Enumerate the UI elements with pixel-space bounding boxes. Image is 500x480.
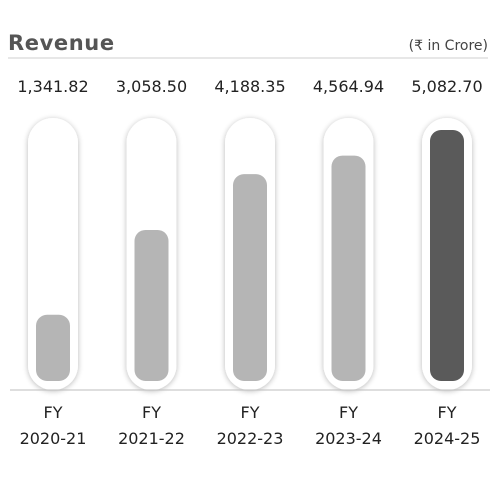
value-label: 5,082.70 xyxy=(411,77,482,96)
category-label: 2023-24 xyxy=(315,429,382,448)
category-label: 2022-23 xyxy=(217,429,284,448)
value-label: 1,341.82 xyxy=(17,77,88,96)
category-label: 2020-21 xyxy=(20,429,87,448)
category-label: FY xyxy=(241,403,260,422)
unit-note: (₹ in Crore) xyxy=(409,38,488,54)
category-label: 2021-22 xyxy=(118,429,185,448)
value-label: 4,188.35 xyxy=(214,77,285,96)
category-label: 2024-25 xyxy=(414,429,481,448)
bar xyxy=(36,314,70,381)
category-label: FY xyxy=(142,403,161,422)
bar xyxy=(331,155,366,381)
bars-layer: 1,341.82 FY 2020-21 3,058.50 FY 2021-22 4,188.… xyxy=(17,77,482,448)
chart-title: Revenue xyxy=(8,31,115,55)
bar xyxy=(233,174,267,381)
category-label: FY xyxy=(438,403,457,422)
value-label: 3,058.50 xyxy=(116,77,187,96)
bar xyxy=(134,229,169,381)
value-label: 4,564.94 xyxy=(313,77,384,96)
bar xyxy=(430,130,464,381)
category-label: FY xyxy=(44,403,63,422)
category-label: FY xyxy=(339,403,358,422)
